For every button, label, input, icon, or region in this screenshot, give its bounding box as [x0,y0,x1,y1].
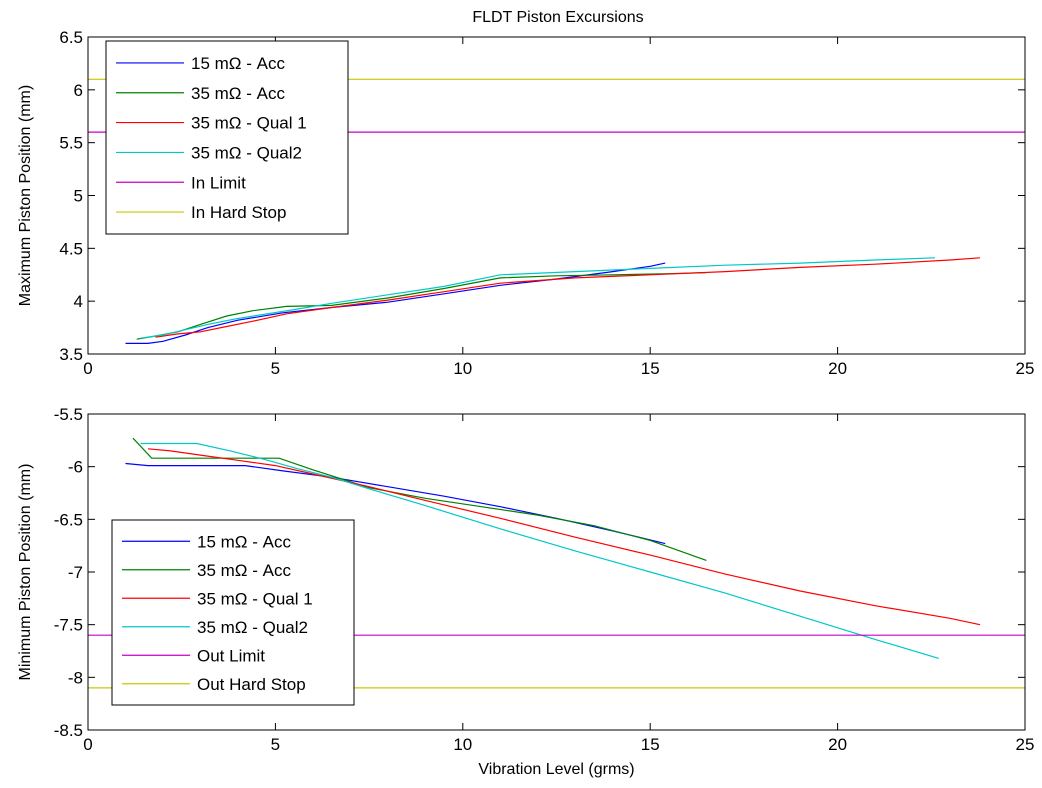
series-line-4 [140,442,939,659]
y-tick-label: 4 [74,292,83,311]
x-tick-label: 0 [83,735,92,754]
legend-label: 15 mΩ - Acc [197,532,291,551]
axes-container: 0 5 10 15 20 25 3.5 4 4.5 5 5.5 6 6.5 Maximum Piston … [17,28,1034,778]
y-tick-label: -5.5 [54,405,83,424]
x-tick-label: 20 [828,735,847,754]
y-tick-label: 5 [74,187,83,206]
y-tick-label: -6 [68,458,83,477]
legend-label: 35 mΩ - Qual2 [191,143,302,162]
y-axis-label: Minimum Piston Position (mm) [17,464,34,681]
y-tick-label: -8 [68,668,83,687]
x-tick-label: 25 [1016,359,1035,378]
series-line-3 [155,257,981,338]
x-tick-label: 15 [641,735,660,754]
series-line-2 [132,437,707,561]
legend: 15 mΩ - Acc 35 mΩ - Acc 35 mΩ - Qual 1 35 m… [111,519,355,706]
x-axis-label: Vibration Level (grms) [478,761,634,778]
legend-label: 35 mΩ - Acc [191,84,285,103]
x-tick-label: 15 [641,359,660,378]
y-tick-label: 4.5 [59,239,83,258]
axes-panel-2: 0 5 10 15 20 25 -8.5 -8 -7.5 -7 -6.5 -6 -5.5 Minimum … [17,405,1034,778]
x-tick-label: 5 [271,359,280,378]
figure-title: FLDT Piston Excursions [472,9,643,26]
legend-label: 35 mΩ - Qual2 [197,618,308,637]
y-tick-label: -6.5 [54,510,83,529]
x-tick-label: 0 [83,359,92,378]
legend-label: In Limit [191,173,246,192]
y-tick-label: -8.5 [54,721,83,740]
legend-label: In Hard Stop [191,203,286,222]
legend-label: 35 mΩ - Qual 1 [191,114,307,133]
y-tick-label: 6 [74,81,83,100]
y-tick-label: 5.5 [59,134,83,153]
x-tick-label: 10 [453,359,472,378]
y-tick-label: 6.5 [59,28,83,47]
legend-label: Out Hard Stop [197,675,306,694]
legend-label: 15 mΩ - Acc [191,54,285,73]
legend-box [105,40,349,235]
axes-panel-1: 0 5 10 15 20 25 3.5 4 4.5 5 5.5 6 6.5 Maximum Piston … [17,28,1034,378]
legend: 15 mΩ - Acc 35 mΩ - Acc 35 mΩ - Qual 1 35 m… [105,40,349,235]
y-tick-label: 3.5 [59,345,83,364]
y-tick-label: -7 [68,563,83,582]
legend-label: 35 mΩ - Acc [197,561,291,580]
legend-label: 35 mΩ - Qual 1 [197,589,313,608]
series-line-4 [140,257,936,339]
legend-label: Out Limit [197,646,265,665]
y-axis-label: Maximum Piston Position (mm) [17,85,34,306]
x-tick-label: 5 [271,735,280,754]
x-tick-label: 10 [453,735,472,754]
x-tick-label: 25 [1016,735,1035,754]
series-line-3 [147,448,981,626]
y-tick-label: -7.5 [54,616,83,635]
legend-box [111,519,355,706]
x-tick-label: 20 [828,359,847,378]
